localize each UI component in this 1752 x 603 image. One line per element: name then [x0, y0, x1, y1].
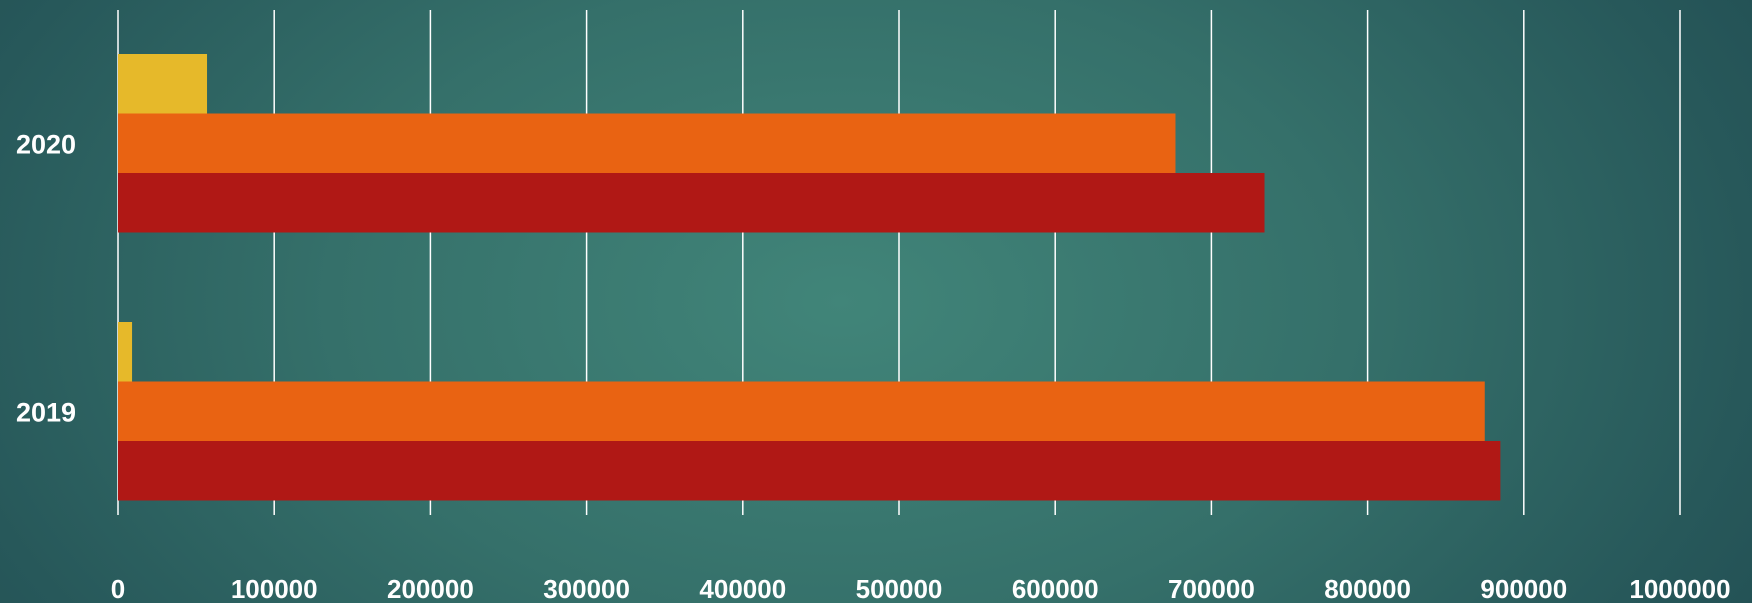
x-tick-label: 300000 — [543, 574, 630, 603]
x-tick-label: 200000 — [387, 574, 474, 603]
x-tick-label: 500000 — [856, 574, 943, 603]
x-tick-label: 700000 — [1168, 574, 1255, 603]
gridlines — [117, 10, 1681, 515]
x-tick-label: 600000 — [1012, 574, 1099, 603]
x-tick-label: 400000 — [699, 574, 786, 603]
bar-2019-series-3 — [118, 441, 1501, 501]
bar-2020-series-2 — [118, 113, 1176, 173]
x-tick-label: 1000000 — [1629, 574, 1730, 603]
bar-2019-series-2 — [118, 381, 1485, 441]
bars — [118, 54, 1501, 501]
x-tick-label: 900000 — [1480, 574, 1567, 603]
bar-2019-series-1 — [118, 322, 133, 382]
y-axis-labels: 2020 2019 — [16, 129, 76, 427]
bar-2020-series-1 — [118, 54, 208, 114]
x-tick-label: 0 — [111, 574, 125, 603]
category-label: 2019 — [16, 397, 76, 427]
x-tick-label: 100000 — [231, 574, 318, 603]
x-tick-label: 800000 — [1324, 574, 1411, 603]
category-label: 2020 — [16, 129, 76, 159]
x-axis-labels: 0 100000 200000 300000 400000 500000 600000 700… — [111, 574, 1731, 603]
bar-2020-series-3 — [118, 173, 1265, 233]
